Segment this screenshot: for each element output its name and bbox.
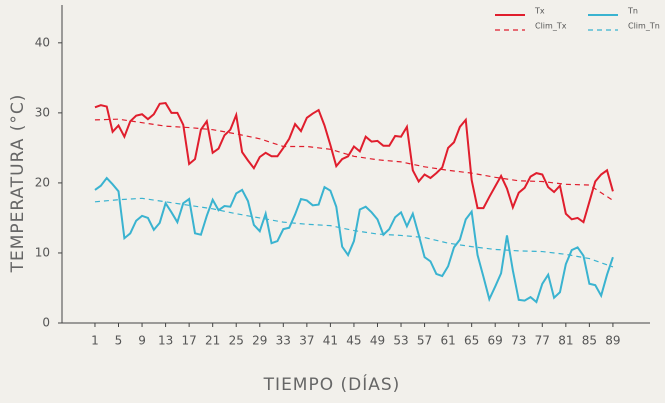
x-tick-label: 69	[488, 334, 503, 348]
legend-label: Clim_Tx	[535, 22, 567, 31]
x-tick-label: 57	[417, 334, 432, 348]
x-tick-label: 65	[464, 334, 479, 348]
y-tick-label: 0	[42, 316, 50, 330]
x-tick-label: 17	[181, 334, 196, 348]
series-line	[94, 176, 614, 304]
x-axis-title: TIEMPO (DÍAS)	[263, 373, 401, 395]
x-tick-label: 9	[138, 334, 146, 348]
y-tick-label: 30	[35, 105, 50, 119]
x-tick-label: 49	[370, 334, 385, 348]
x-tick-label: 1	[91, 334, 99, 348]
x-tick-label: 77	[535, 334, 550, 348]
x-tick-label: 25	[229, 334, 244, 348]
x-tick-label: 21	[205, 334, 220, 348]
series-line	[94, 101, 614, 224]
x-tick-label: 61	[440, 334, 455, 348]
x-tick-label: 89	[605, 334, 620, 348]
x-tick-label: 33	[276, 334, 291, 348]
x-tick-label: 53	[393, 334, 408, 348]
y-tick-label: 10	[35, 245, 50, 259]
x-tick-label: 13	[158, 334, 173, 348]
legend-label: Tx	[534, 7, 545, 16]
x-tick-label: 45	[346, 334, 361, 348]
x-tick-label: 81	[558, 334, 573, 348]
series-line	[94, 118, 614, 201]
x-tick-label: 41	[323, 334, 338, 348]
x-tick-label: 73	[511, 334, 526, 348]
x-tick-label: 5	[115, 334, 123, 348]
series-line	[94, 197, 614, 268]
x-tick-label: 85	[582, 334, 597, 348]
x-tick-label: 37	[299, 334, 314, 348]
legend-label: Tn	[627, 7, 638, 16]
y-tick-label: 40	[35, 35, 50, 49]
legend-label: Clim_Tn	[628, 22, 660, 31]
y-tick-label: 20	[35, 175, 50, 189]
y-axis-title: TEMPERATURA (°C)	[8, 94, 28, 274]
x-tick-label: 29	[252, 334, 267, 348]
